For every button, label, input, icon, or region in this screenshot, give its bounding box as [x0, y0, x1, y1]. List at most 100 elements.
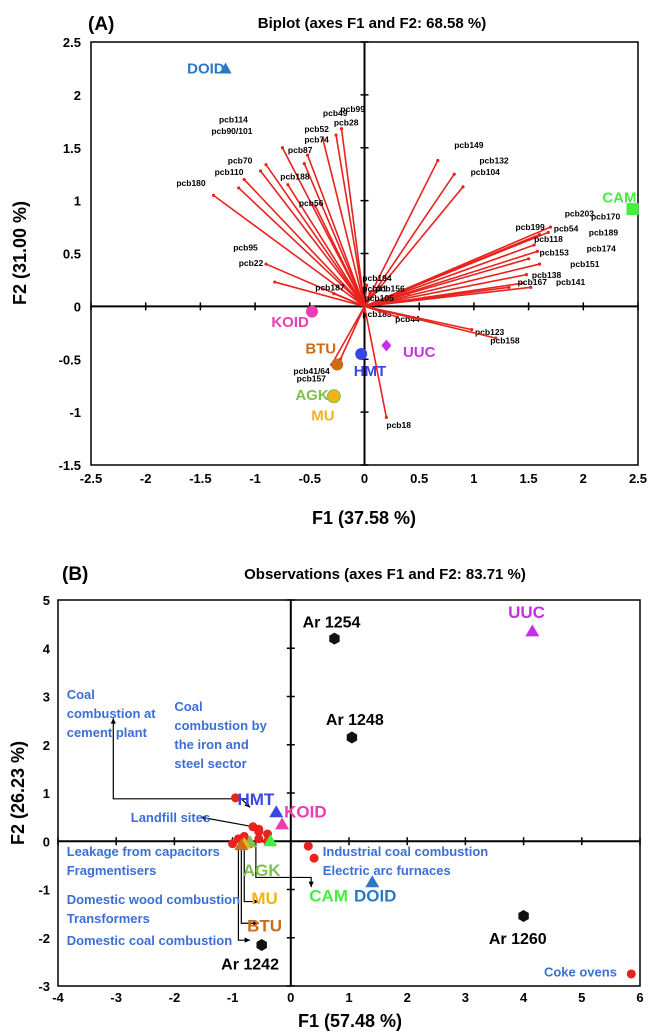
- source-label-line: Transformers: [67, 911, 150, 926]
- vector-label: pcb18: [386, 420, 411, 430]
- vector-label: pcb114: [219, 114, 248, 124]
- source-label-line: steel sector: [174, 756, 246, 771]
- vector-label: pcb189: [589, 228, 619, 238]
- loading-vector: [213, 194, 365, 308]
- y-tick-label-a: 1: [74, 194, 81, 209]
- source-label-line: Coal: [67, 687, 95, 702]
- loading-vector-tip: [273, 280, 277, 284]
- observation-marker-circle: [331, 358, 344, 371]
- source-point: [254, 827, 264, 837]
- loading-vector-tip: [521, 281, 525, 285]
- source-label-line: Electric arc furnaces: [323, 863, 451, 878]
- source-point: [303, 841, 313, 851]
- observation-label-a: MU: [311, 407, 334, 424]
- loading-vector: [303, 163, 366, 307]
- loading-vector-tip: [529, 285, 533, 289]
- loading-vector: [363, 186, 464, 307]
- y-tick-label-a: 0: [74, 299, 81, 314]
- x-tick-label-b: 3: [462, 990, 469, 1005]
- y-tick-label-b: 3: [43, 690, 50, 705]
- vector-label: pcb118: [534, 234, 563, 244]
- y-tick-label-b: -3: [38, 979, 50, 994]
- observation-label-a: BTU: [305, 341, 336, 358]
- loading-vector-tip: [423, 296, 427, 300]
- loading-vector-tip: [494, 336, 498, 340]
- vector-label: pcb31: [362, 284, 387, 294]
- vector-label: pcb87: [288, 145, 313, 155]
- vector-label: pcb141: [556, 277, 586, 287]
- loading-vector-tip: [334, 133, 338, 137]
- loading-vector-tip: [532, 236, 536, 240]
- vector-label: pcb167: [518, 277, 548, 287]
- x-axis-label-b: F1 (57.48 %): [298, 1011, 402, 1031]
- observation-label-a: DOID: [187, 60, 225, 77]
- vector-label: pcb41/64: [293, 366, 330, 376]
- connector-arrowhead: [308, 881, 314, 888]
- vector-label: pcb104: [471, 167, 501, 177]
- loading-vector-tip: [537, 262, 542, 266]
- loading-vector: [330, 305, 366, 365]
- x-tick-label-a: -1: [249, 471, 261, 486]
- observation-marker-diamond: [381, 339, 392, 352]
- vector-label: pcb199: [515, 222, 545, 232]
- observation-marker-circle: [327, 390, 340, 403]
- source-connectors: [110, 718, 314, 943]
- loading-vector-tip: [242, 177, 246, 182]
- loading-vector: [363, 306, 388, 418]
- observation-label-b: KOID: [284, 802, 327, 821]
- chart-title-a: Biplot (axes F1 and F2: 68.58 %): [258, 15, 486, 32]
- loading-vector-tip: [548, 225, 553, 229]
- vector-label: pcb151: [570, 259, 600, 269]
- source-label-line: Industrial coal combustion: [323, 844, 488, 859]
- loading-vector-tip: [470, 328, 474, 332]
- vector-label: pcb180: [176, 178, 206, 188]
- loading-vector-tip: [452, 172, 456, 176]
- x-tick-label-a: 0.5: [410, 471, 428, 486]
- source-label-line: Domestic wood combustion: [67, 892, 240, 907]
- loading-vector-tip: [264, 262, 268, 266]
- source-labels: Coal combustion at cement plant Coal combust…: [67, 687, 617, 979]
- y-tick-label-a: 1.5: [63, 141, 81, 156]
- loading-vector: [287, 184, 366, 307]
- source-label-line: Leakage from capacitors: [67, 844, 220, 859]
- y-tick-label-a: 2.5: [63, 35, 81, 50]
- vector-label: pcb52: [304, 124, 329, 134]
- x-tick-label-b: -2: [169, 990, 181, 1005]
- source-label-line: the iron and: [174, 737, 248, 752]
- loading-vector-tip: [365, 283, 369, 287]
- x-tick-label-b: -3: [110, 990, 122, 1005]
- x-tick-label-b: 2: [404, 990, 411, 1005]
- x-tick-label-a: 2.5: [629, 471, 647, 486]
- source-label-line: combustion at: [67, 706, 157, 721]
- x-tick-label-b: -4: [52, 990, 64, 1005]
- source-point: [309, 853, 319, 863]
- vector-label: pcb99: [340, 104, 365, 114]
- loading-vector-tip: [524, 273, 529, 277]
- y-tick-label-a: -1.5: [59, 458, 81, 473]
- loading-vector: [306, 154, 366, 307]
- observation-marker-circle: [355, 347, 368, 360]
- vector-label: pcb156: [375, 284, 405, 294]
- x-tick-label-b: -1: [227, 990, 239, 1005]
- source-point: [239, 831, 249, 841]
- vector-label: pcb56: [299, 198, 324, 208]
- connector-arrow: [240, 843, 259, 924]
- aroclor-marker: [256, 938, 267, 951]
- observation-label-b: CAM: [309, 886, 348, 905]
- y-tick-label-a: 2: [74, 88, 81, 103]
- source-label-line: Coke ovens: [544, 965, 617, 980]
- observation-marker-triangle-b: [525, 624, 540, 637]
- x-tick-label-a: 0: [361, 471, 368, 486]
- y-tick-label-b: 4: [43, 641, 51, 656]
- x-tick-label-a: 2: [580, 471, 587, 486]
- x-axis-label-a: F1 (37.58 %): [312, 508, 416, 528]
- loading-vector-tip: [306, 153, 310, 157]
- vector-label: pcb153: [540, 248, 570, 258]
- aroclor-marker: [329, 632, 340, 645]
- y-axis-label-b: F2 (26.23 %): [8, 741, 28, 845]
- observation-label-a: KOID: [271, 314, 309, 331]
- vector-label: pcb110: [215, 167, 244, 177]
- vector-label: pcb149: [454, 140, 484, 150]
- source-point: [626, 969, 636, 979]
- loading-vector: [364, 297, 425, 308]
